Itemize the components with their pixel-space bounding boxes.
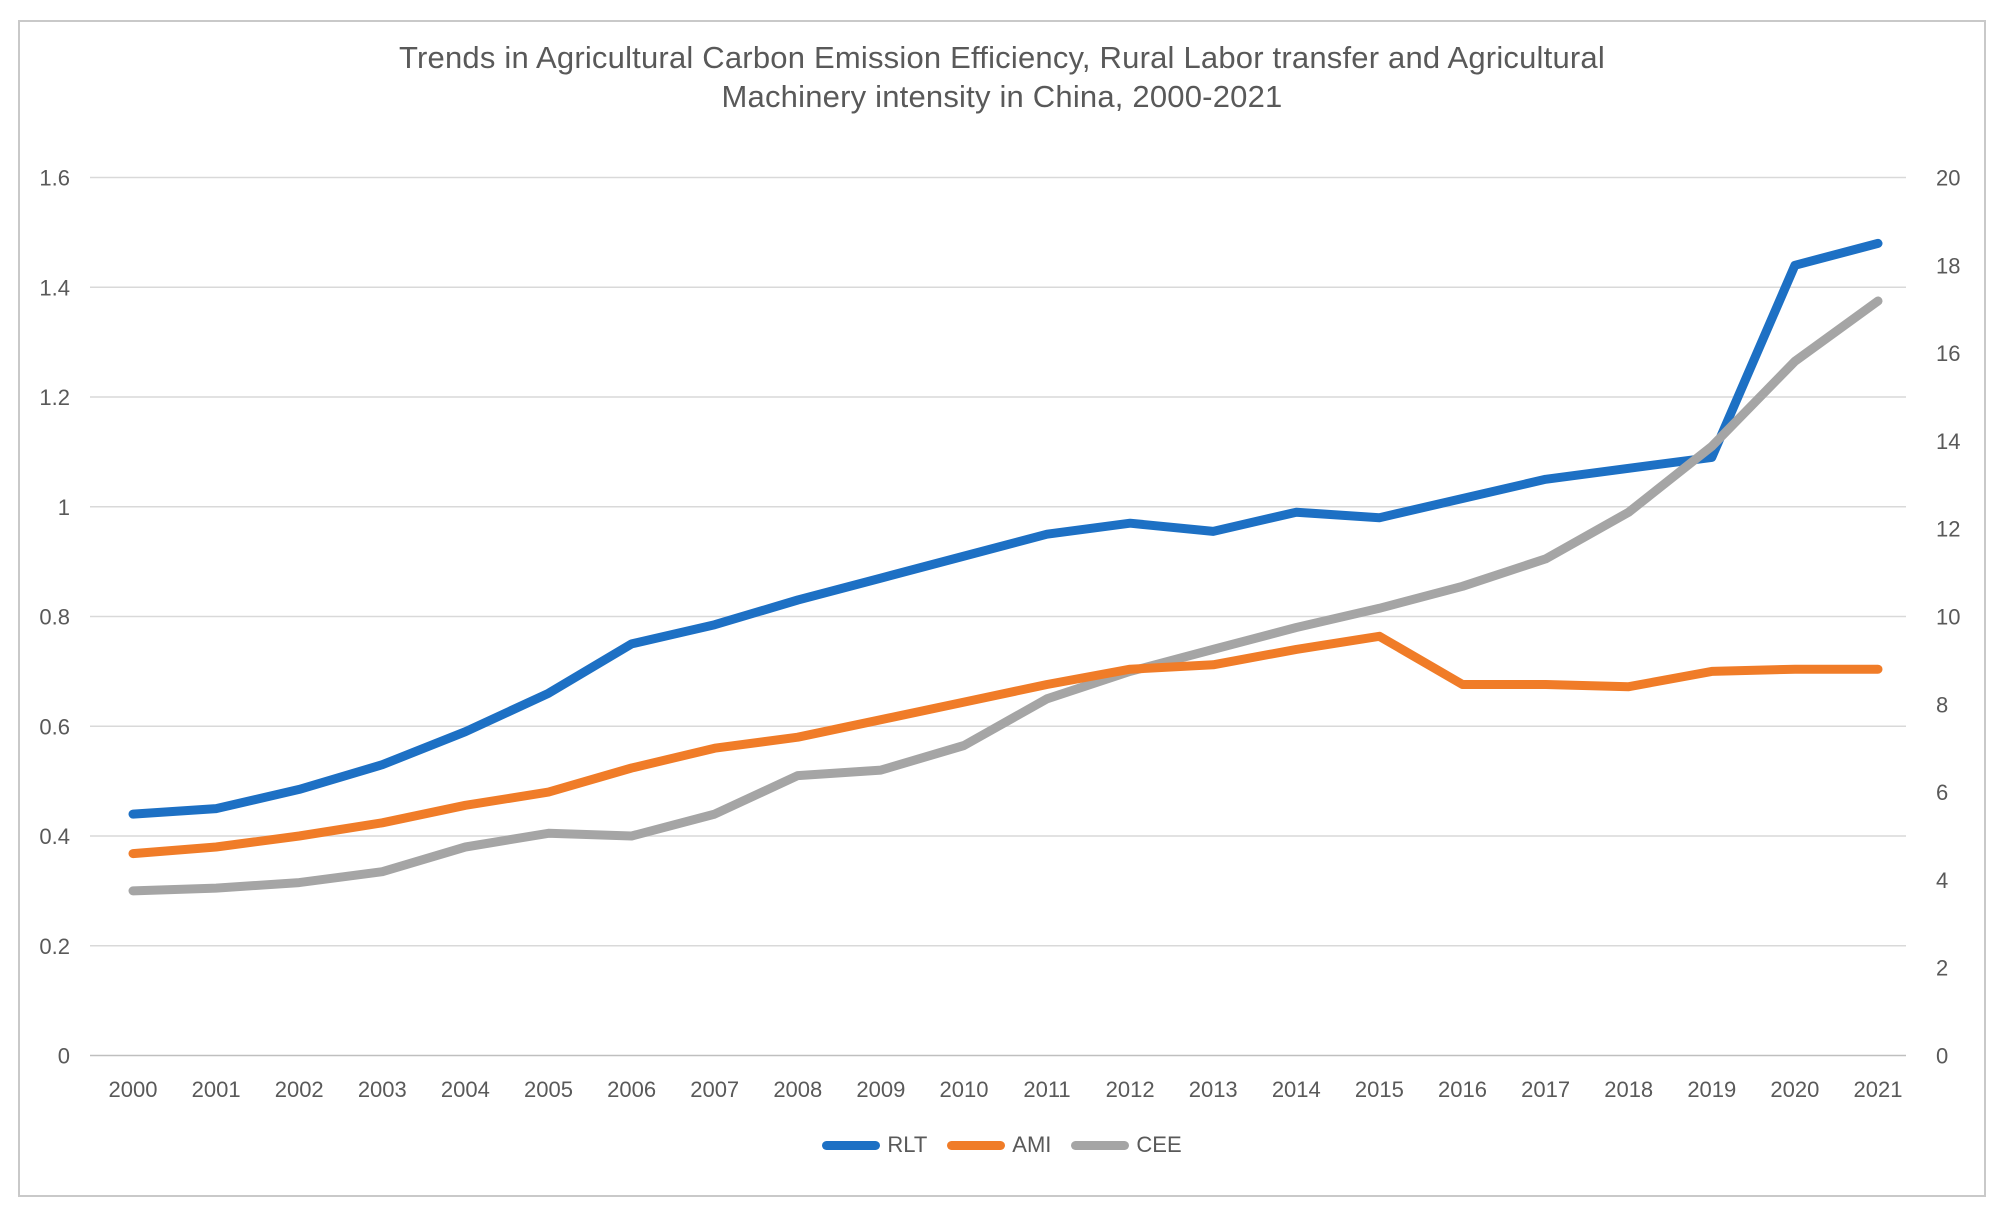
y-axis-tick-right: 18 [1936,253,1960,278]
y-axis-tick-right: 6 [1936,780,1948,805]
legend-swatch-rlt [822,1140,881,1150]
y-axis-tick-right: 12 [1936,517,1960,542]
y-axis-tick-right: 8 [1936,692,1948,717]
legend-item-ami: AMI [947,1132,1051,1158]
y-axis-tick-left: 0 [58,1044,70,1069]
x-axis-tick: 2003 [358,1077,407,1102]
y-axis-tick-left: 1.4 [39,275,70,300]
y-axis-tick-right: 16 [1936,341,1960,366]
legend-swatch-ami [947,1140,1006,1150]
x-axis-tick: 2020 [1770,1077,1819,1102]
x-axis-tick: 2004 [441,1077,490,1102]
chart-title-line-1: Trends in Agricultural Carbon Emission E… [399,40,1605,75]
legend-label-cee: CEE [1136,1132,1182,1157]
y-axis-tick-left: 1 [58,495,70,520]
y-axis-tick-left: 0.2 [39,934,70,959]
y-axis-tick-right: 2 [1936,956,1948,981]
y-axis-tick-right: 14 [1936,429,1960,454]
x-axis-tick: 2019 [1687,1077,1736,1102]
x-axis-tick: 2000 [109,1077,158,1102]
legend: RLT AMI CEE [0,1132,2004,1158]
y-axis-tick-left: 1.6 [39,166,70,191]
y-axis-tick-left: 0.6 [39,714,70,739]
x-axis-tick: 2012 [1106,1077,1155,1102]
x-axis-tick: 2021 [1854,1077,1903,1102]
x-axis-tick: 2002 [275,1077,324,1102]
series-line-cee [128,296,1883,896]
legend-label-rlt: RLT [887,1132,928,1157]
x-axis-tick: 2001 [192,1077,241,1102]
x-axis-tick: 2006 [607,1077,656,1102]
x-axis-tick: 2017 [1521,1077,1570,1102]
x-axis-tick: 2007 [690,1077,739,1102]
legend-item-cee: CEE [1071,1132,1182,1158]
chart-title: Trends in Agricultural Carbon Emission E… [0,38,2004,116]
legend-label-ami: AMI [1012,1132,1052,1157]
x-axis-tick: 2010 [940,1077,989,1102]
y-axis-tick-left: 1.2 [39,385,70,410]
series-line-rlt [128,238,1883,819]
x-axis-tick: 2005 [524,1077,573,1102]
y-axis-tick-right: 20 [1936,166,1960,191]
y-axis-tick-left: 0.4 [39,824,70,849]
y-axis-tick-left: 0.8 [39,605,70,630]
x-axis-tick: 2015 [1355,1077,1404,1102]
series-line-ami [128,631,1883,859]
legend-swatch-cee [1071,1140,1130,1150]
x-axis-tick: 2008 [773,1077,822,1102]
x-axis-tick: 2009 [856,1077,905,1102]
chart-title-line-2: Machinery intensity in China, 2000-2021 [721,79,1283,114]
x-axis-tick: 2013 [1189,1077,1238,1102]
y-axis-tick-right: 0 [1936,1044,1948,1069]
x-axis-tick: 2018 [1604,1077,1653,1102]
legend-item-rlt: RLT [822,1132,927,1158]
y-axis-tick-right: 4 [1936,868,1948,893]
y-axis-tick-right: 10 [1936,605,1960,630]
x-axis-tick: 2016 [1438,1077,1487,1102]
x-axis-tick: 2014 [1272,1077,1321,1102]
x-axis-tick: 2011 [1023,1077,1070,1102]
